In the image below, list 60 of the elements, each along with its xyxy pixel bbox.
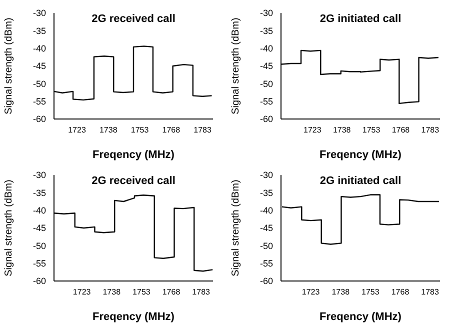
y-tick-label: -30 xyxy=(260,170,273,180)
y-tick-label: -50 xyxy=(260,78,273,89)
x-axis-title: Freqency (MHz) xyxy=(320,311,402,323)
x-tick-label: 1783 xyxy=(194,126,212,135)
y-tick-label: -45 xyxy=(32,223,46,234)
y-tick-label: -60 xyxy=(260,114,273,124)
y-tick-label: -50 xyxy=(32,78,46,89)
x-tick-label: 1753 xyxy=(362,288,380,297)
x-tick-label: 1753 xyxy=(362,126,381,135)
y-tick-label: -35 xyxy=(32,188,46,198)
x-tick-label: 1723 xyxy=(304,126,322,135)
y-tick-label: -45 xyxy=(260,61,273,72)
y-tick-label: -35 xyxy=(32,26,46,36)
x-axis-title: Freqency (MHz) xyxy=(320,149,402,161)
x-tick-label: 1768 xyxy=(392,126,410,135)
x-axis-title: Freqency (MHz) xyxy=(92,311,175,323)
x-tick-label: 1768 xyxy=(162,126,181,135)
x-axis-title: Freqency (MHz) xyxy=(92,149,175,161)
y-tick-label: -60 xyxy=(32,114,46,124)
y-tick-label: -60 xyxy=(32,276,46,286)
chart-title: 2G initiated call xyxy=(318,13,402,25)
x-tick-label: 1723 xyxy=(302,288,320,297)
chart-title: 2G initiated call xyxy=(318,175,402,187)
x-tick-label: 1783 xyxy=(421,126,440,135)
x-tick-label: 1753 xyxy=(132,288,151,297)
y-tick-label: -30 xyxy=(32,170,46,180)
x-tick-label: 1783 xyxy=(192,288,211,297)
y-tick-label: -50 xyxy=(32,240,46,251)
x-tick-label: 1768 xyxy=(162,288,181,297)
y-tick-label: -60 xyxy=(260,276,273,286)
x-tick-label: 1738 xyxy=(102,288,122,297)
y-axis-title: Signal strength (dBm) xyxy=(230,180,242,276)
y-tick-label: -40 xyxy=(260,206,273,216)
x-tick-label: 1723 xyxy=(72,288,92,297)
chart-title: 2G received call xyxy=(90,175,176,187)
y-axis-title: Signal strength (dBm) xyxy=(4,18,14,114)
y-tick-label: -40 xyxy=(32,44,46,54)
y-tick-label: -30 xyxy=(32,8,46,18)
y-tick-label: -55 xyxy=(32,258,46,269)
y-axis-title: Signal strength (dBm) xyxy=(230,18,242,114)
y-tick-label: -55 xyxy=(32,96,46,107)
y-tick-label: -55 xyxy=(260,258,273,269)
y-tick-label: -40 xyxy=(32,206,46,216)
y-tick-label: -55 xyxy=(260,96,273,107)
x-tick-label: 1738 xyxy=(332,288,350,297)
y-tick-label: -30 xyxy=(260,8,273,18)
x-tick-label: 1738 xyxy=(332,126,352,135)
x-tick-label: 1768 xyxy=(391,288,410,297)
x-tick-label: 1738 xyxy=(99,126,118,135)
y-tick-label: -45 xyxy=(260,223,273,234)
x-tick-label: 1783 xyxy=(421,288,440,297)
x-tick-label: 1753 xyxy=(130,126,150,135)
y-tick-label: -35 xyxy=(260,26,273,36)
x-tick-label: 1723 xyxy=(68,126,86,135)
y-tick-label: -45 xyxy=(32,61,46,72)
y-tick-label: -50 xyxy=(260,240,273,251)
y-tick-label: -40 xyxy=(260,44,273,54)
chart-title: 2G received call xyxy=(90,13,176,25)
y-axis-title: Signal strength (dBm) xyxy=(4,180,14,276)
y-tick-label: -35 xyxy=(260,188,273,198)
